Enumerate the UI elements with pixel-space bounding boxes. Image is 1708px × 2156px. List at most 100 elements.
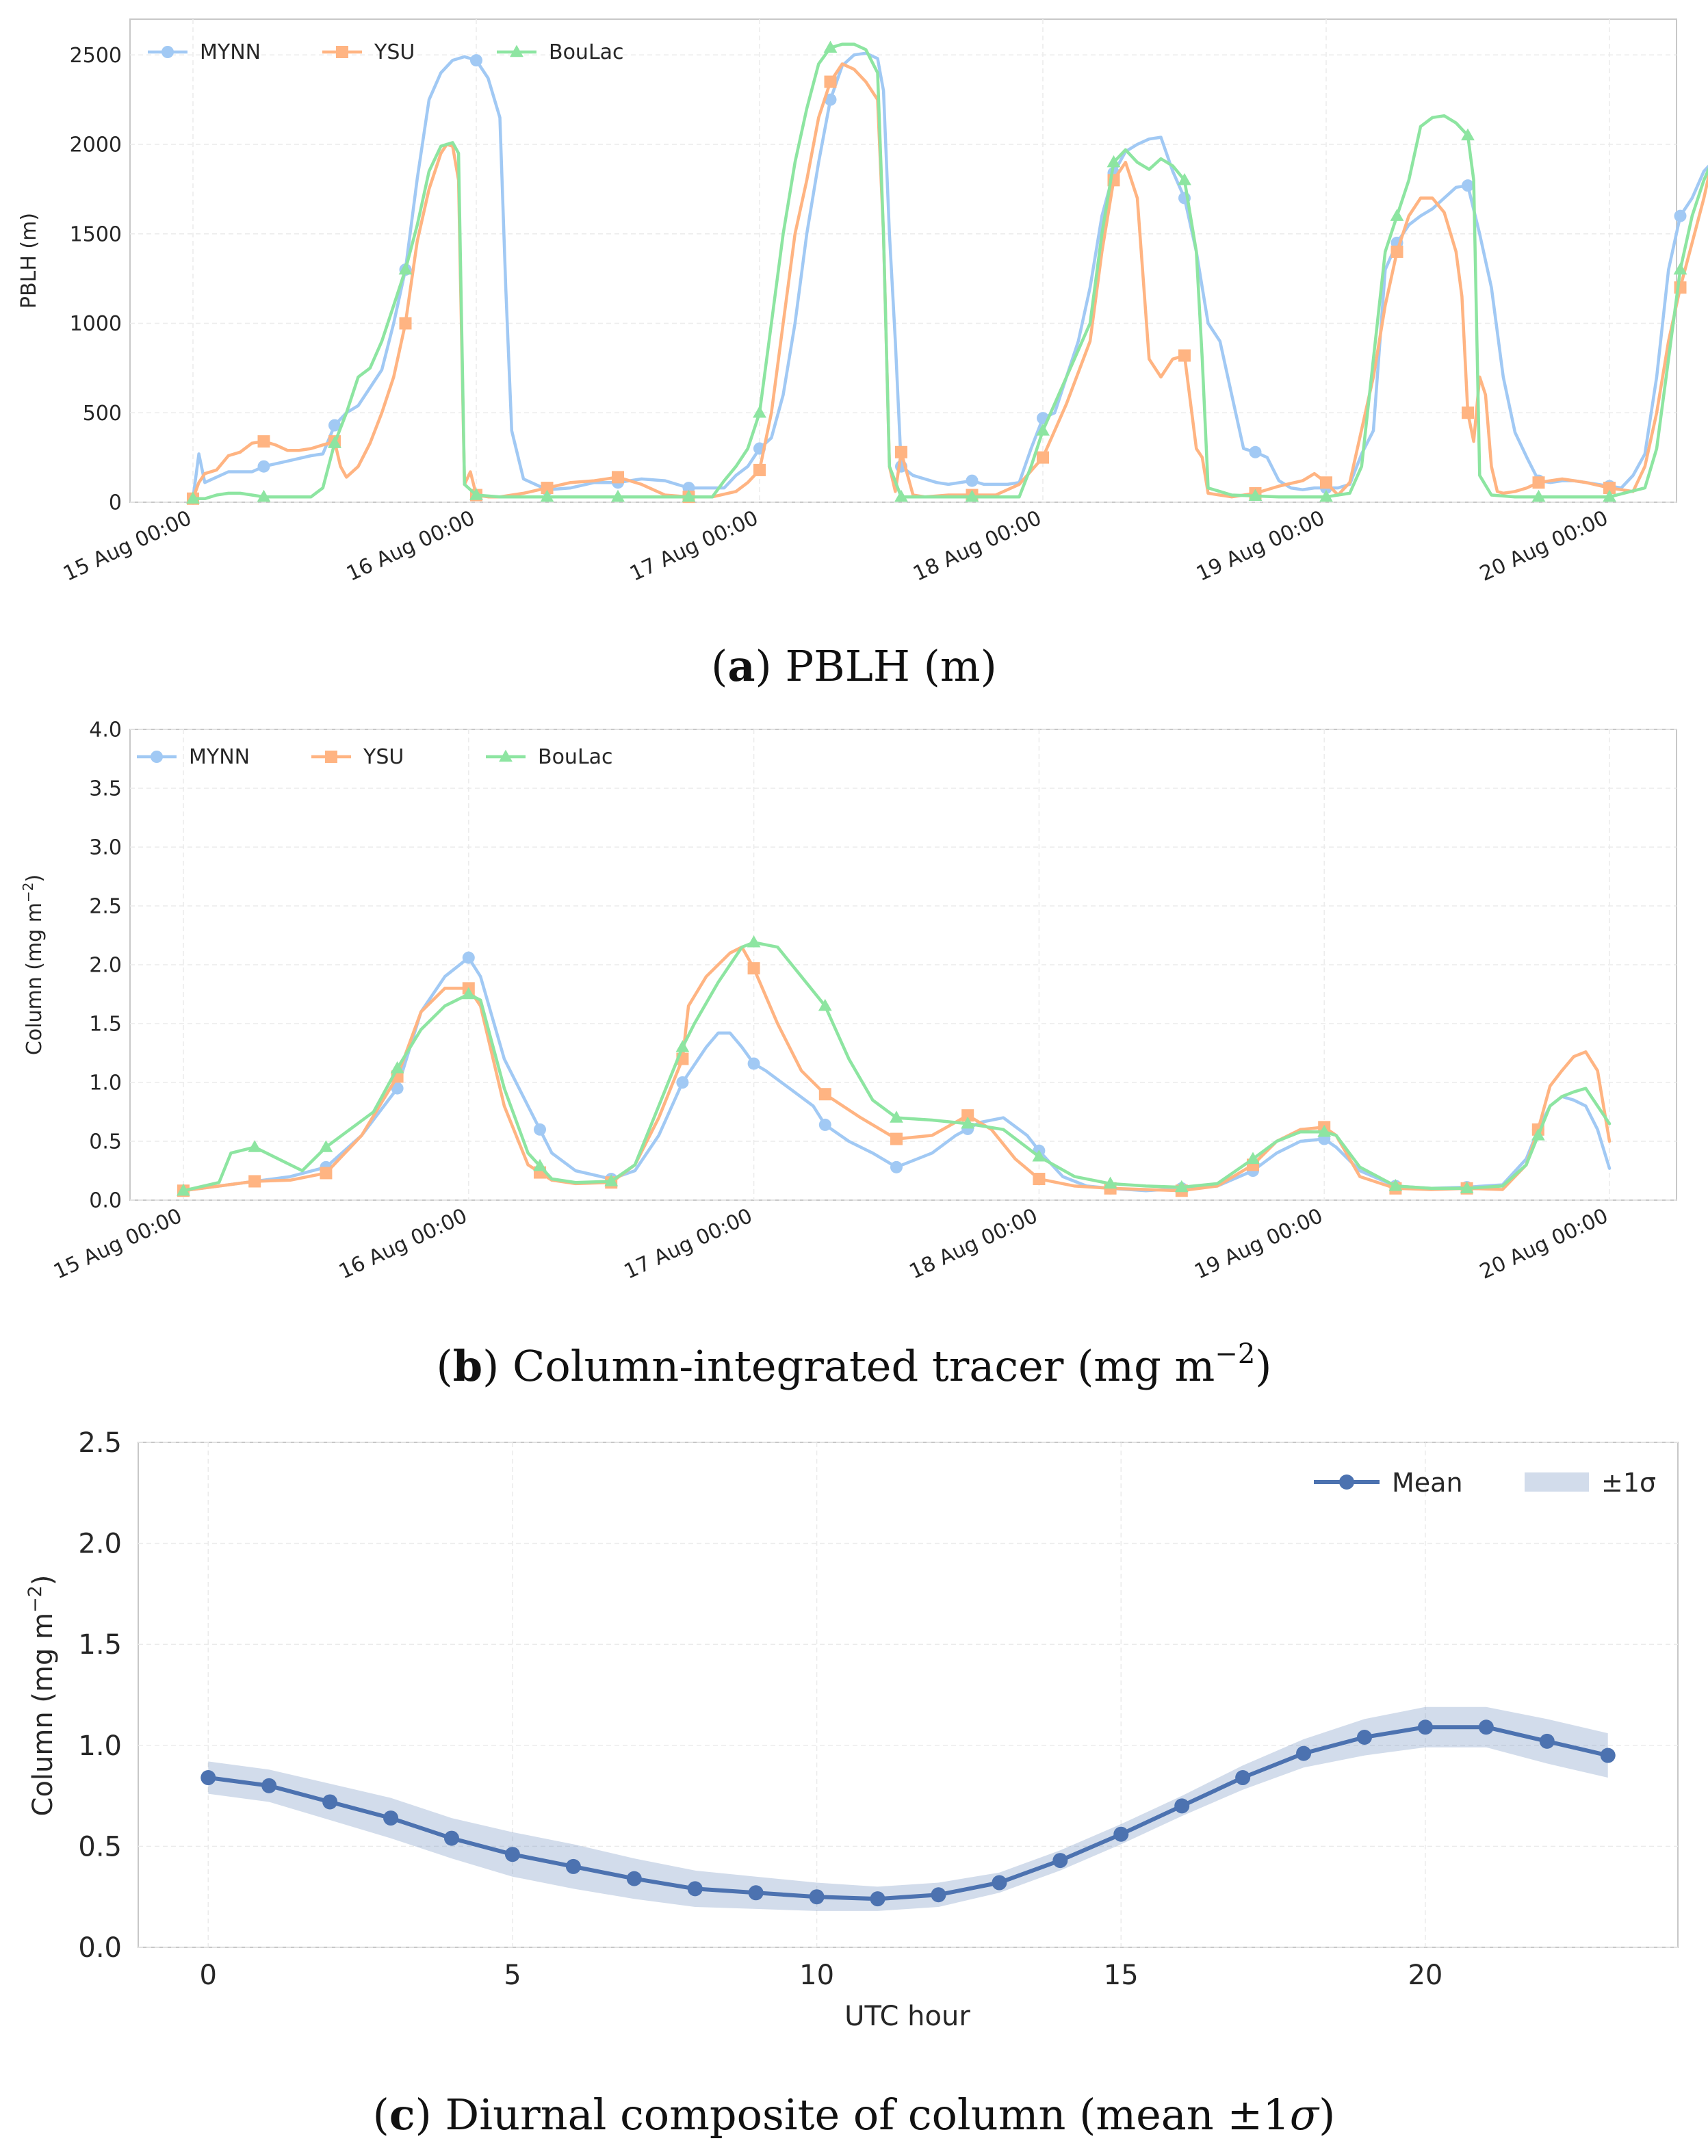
data-point-mean bbox=[687, 1881, 703, 1897]
panel-a-plot-area bbox=[129, 18, 1677, 503]
ytick-label: 0 bbox=[109, 491, 122, 515]
data-point-boulac bbox=[1103, 1176, 1117, 1189]
xtick-label: 17 Aug 00:00 bbox=[621, 1204, 756, 1284]
series-line-ysu bbox=[191, 62, 1708, 501]
data-point-boulac bbox=[328, 436, 341, 448]
ytick-label: 2000 bbox=[70, 133, 122, 157]
panel-a-caption-text: PBLH (m) bbox=[785, 641, 996, 691]
ytick-label: 2500 bbox=[70, 44, 122, 68]
ytick-label: 1.5 bbox=[89, 1013, 122, 1037]
data-point-ysu bbox=[257, 435, 270, 448]
legend-swatch-sigma bbox=[1525, 1472, 1589, 1492]
data-point-mynn bbox=[470, 54, 482, 67]
data-point-mean bbox=[626, 1871, 642, 1886]
panel-c-legend: Mean ±1σ bbox=[1314, 1468, 1656, 1498]
xtick-label: 20 Aug 00:00 bbox=[1476, 506, 1612, 586]
xtick-label: 17 Aug 00:00 bbox=[626, 506, 762, 586]
data-point-ysu bbox=[1603, 482, 1616, 495]
ytick-label: 1.5 bbox=[78, 1629, 122, 1661]
legend-label-ysu: YSU bbox=[374, 40, 415, 64]
panel-a-caption-label: a bbox=[727, 641, 755, 691]
xtick-label: 0 bbox=[200, 1960, 217, 1991]
panel-b-ylabel-sup: −2 bbox=[20, 883, 36, 902]
data-point-ysu bbox=[320, 1167, 333, 1180]
data-point-mean bbox=[1174, 1798, 1190, 1814]
data-point-ysu bbox=[961, 1109, 974, 1122]
data-point-ysu bbox=[753, 463, 766, 476]
data-point-boulac bbox=[1603, 489, 1616, 502]
data-point-mynn bbox=[818, 1118, 831, 1131]
data-point-boulac bbox=[823, 40, 838, 53]
xtick-label: 15 Aug 00:00 bbox=[50, 1204, 185, 1284]
data-point-mean bbox=[870, 1891, 885, 1907]
ytick-label: 2.5 bbox=[78, 1427, 122, 1459]
series-line-mean bbox=[207, 1725, 1609, 1901]
legend-marker-mynn bbox=[151, 751, 163, 763]
panel-c-ylabel-sup: −2 bbox=[25, 1585, 46, 1613]
data-point-boulac bbox=[1531, 489, 1546, 502]
legend-marker-ysu bbox=[336, 46, 348, 58]
panel-c-caption-main: Diurnal composite of column (mean ±1 bbox=[445, 2090, 1290, 2140]
legend-marker-ysu bbox=[325, 751, 337, 763]
data-point-boulac bbox=[319, 1140, 333, 1152]
ytick-label: 0.0 bbox=[89, 1189, 122, 1213]
data-point-mynn bbox=[1249, 445, 1262, 458]
xtick-label: 19 Aug 00:00 bbox=[1193, 506, 1328, 586]
ytick-label: 3.0 bbox=[89, 836, 122, 860]
ytick-label: 1000 bbox=[70, 312, 122, 336]
xtick-label: 18 Aug 00:00 bbox=[909, 506, 1045, 586]
panel-c-diurnal: 0.0 0.5 1.0 1.5 2.0 2.5 0 5 10 15 20 Mean ±1σ UTC … bbox=[25, 1427, 1679, 2140]
ytick-label: 1500 bbox=[70, 222, 122, 246]
data-point-boulac bbox=[747, 935, 761, 948]
panel-c-ylabel-main: Column (mg m bbox=[27, 1613, 59, 1817]
data-point-mynn bbox=[1674, 209, 1687, 222]
data-point-ysu bbox=[818, 1088, 831, 1101]
ytick-label: 3.5 bbox=[89, 777, 122, 801]
panel-b-ylabel: Column (mg m−2) bbox=[20, 874, 47, 1055]
data-point-boulac bbox=[1390, 209, 1404, 221]
data-point-mean bbox=[1052, 1853, 1068, 1869]
legend-label-mynn: MYNN bbox=[200, 40, 261, 64]
xtick-label: 15 Aug 00:00 bbox=[60, 506, 195, 586]
panel-c-caption-sigma: σ bbox=[1290, 2090, 1320, 2140]
data-point-boulac bbox=[1036, 424, 1050, 436]
data-point-mynn bbox=[747, 1057, 760, 1070]
data-point-ysu bbox=[1320, 476, 1332, 489]
data-point-mean bbox=[748, 1885, 764, 1901]
legend-marker-boulac bbox=[510, 44, 523, 57]
data-point-mean bbox=[444, 1830, 460, 1846]
data-point-boulac bbox=[894, 489, 908, 502]
legend-marker-mynn bbox=[161, 46, 174, 58]
data-point-ysu bbox=[1532, 476, 1545, 489]
series-line-boulac bbox=[181, 941, 1612, 1193]
data-point-boulac bbox=[461, 987, 476, 1000]
data-point-mynn bbox=[966, 474, 979, 487]
ytick-label: 1.0 bbox=[89, 1071, 122, 1095]
data-point-ysu bbox=[747, 962, 760, 975]
data-point-boulac bbox=[1319, 489, 1333, 502]
data-point-ysu bbox=[399, 317, 412, 330]
data-point-mean bbox=[1113, 1826, 1129, 1842]
panel-b-caption-sup: −2 bbox=[1215, 1338, 1255, 1370]
data-point-mean bbox=[809, 1889, 825, 1905]
legend-label-boulac: BouLac bbox=[538, 745, 613, 769]
data-point-ysu bbox=[1037, 451, 1049, 464]
panel-a-ylabel: PBLH (m) bbox=[17, 213, 41, 309]
legend-label-boulac: BouLac bbox=[549, 40, 624, 64]
data-point-boulac bbox=[186, 491, 200, 504]
data-point-boulac bbox=[1246, 1152, 1260, 1164]
ytick-label: 2.5 bbox=[89, 895, 122, 919]
data-point-ysu bbox=[890, 1132, 903, 1145]
panel-b-ylabel-main: Column (mg m bbox=[23, 902, 47, 1055]
panel-b-ylabel-end: ) bbox=[23, 874, 47, 883]
data-point-mynn bbox=[890, 1160, 903, 1173]
data-point-ysu bbox=[1178, 349, 1191, 362]
data-point-boulac bbox=[398, 262, 413, 275]
data-point-boulac bbox=[682, 489, 696, 502]
ytick-label: 0.0 bbox=[78, 1932, 122, 1964]
data-point-mean bbox=[1235, 1770, 1251, 1786]
ytick-label: 2.0 bbox=[89, 954, 122, 978]
data-point-mean bbox=[200, 1770, 216, 1786]
data-point-mynn bbox=[534, 1123, 546, 1136]
